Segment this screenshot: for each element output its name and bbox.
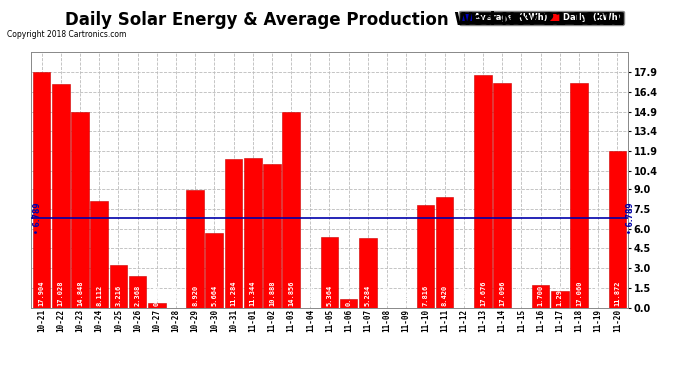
Text: 7.816: 7.816 (422, 285, 428, 306)
Text: 5.664: 5.664 (211, 285, 217, 306)
Bar (186, 190, 204, 308)
Text: 14.848: 14.848 (77, 281, 83, 306)
Text: 11.344: 11.344 (250, 281, 256, 306)
Bar (263, 164, 281, 308)
Text: 8.920: 8.920 (192, 285, 198, 306)
Bar (474, 75, 492, 307)
Bar (570, 83, 588, 308)
Text: 0.000: 0.000 (384, 285, 390, 306)
Bar (33, 72, 50, 308)
Text: 0.000: 0.000 (173, 285, 179, 306)
Text: 2.368: 2.368 (135, 285, 141, 306)
Bar (71, 112, 89, 308)
Bar (551, 291, 569, 308)
Text: 0.000: 0.000 (307, 285, 313, 306)
Text: 0.000: 0.000 (403, 285, 409, 306)
Bar (436, 197, 453, 308)
Bar (417, 205, 434, 308)
Text: 17.096: 17.096 (499, 281, 505, 306)
Text: 17.028: 17.028 (58, 281, 63, 306)
Text: • 6.789: • 6.789 (626, 202, 635, 234)
Text: 17.676: 17.676 (480, 281, 486, 306)
Text: 11.872: 11.872 (614, 281, 620, 306)
Text: 0.000: 0.000 (595, 285, 601, 306)
Bar (129, 276, 146, 308)
Bar (321, 237, 338, 308)
Bar (90, 201, 108, 308)
Bar (225, 159, 242, 308)
Text: 17.904: 17.904 (39, 281, 45, 306)
Text: 8.420: 8.420 (442, 285, 448, 306)
Bar (148, 303, 166, 307)
Bar (532, 285, 549, 308)
Bar (244, 158, 262, 308)
Text: 1.700: 1.700 (538, 285, 544, 306)
Text: 5.364: 5.364 (326, 285, 333, 306)
Text: 17.060: 17.060 (576, 281, 582, 306)
Text: Daily Solar Energy & Average Production Wed Nov 21 16:12: Daily Solar Energy & Average Production … (65, 11, 625, 29)
Text: 0.684: 0.684 (346, 285, 352, 306)
Text: Copyright 2018 Cartronics.com: Copyright 2018 Cartronics.com (7, 30, 126, 39)
Text: 0.000: 0.000 (461, 285, 467, 306)
Text: • 6.789: • 6.789 (33, 202, 42, 234)
Bar (206, 233, 223, 308)
Text: 5.284: 5.284 (365, 285, 371, 306)
Text: 3.216: 3.216 (115, 285, 121, 306)
Bar (359, 238, 377, 308)
Text: 8.112: 8.112 (96, 285, 102, 306)
Legend: Average  (kWh), Daily  (kWh): Average (kWh), Daily (kWh) (460, 11, 624, 25)
Text: 1.292: 1.292 (557, 285, 563, 306)
Text: 10.888: 10.888 (269, 281, 275, 306)
Text: 0.332: 0.332 (154, 285, 160, 306)
Bar (493, 83, 511, 308)
Text: 14.856: 14.856 (288, 281, 294, 306)
Bar (340, 298, 357, 307)
Text: 0.000: 0.000 (518, 285, 524, 306)
Bar (609, 152, 626, 308)
Bar (282, 112, 300, 308)
Bar (110, 265, 127, 308)
Bar (52, 84, 70, 308)
Text: 11.284: 11.284 (230, 281, 237, 306)
